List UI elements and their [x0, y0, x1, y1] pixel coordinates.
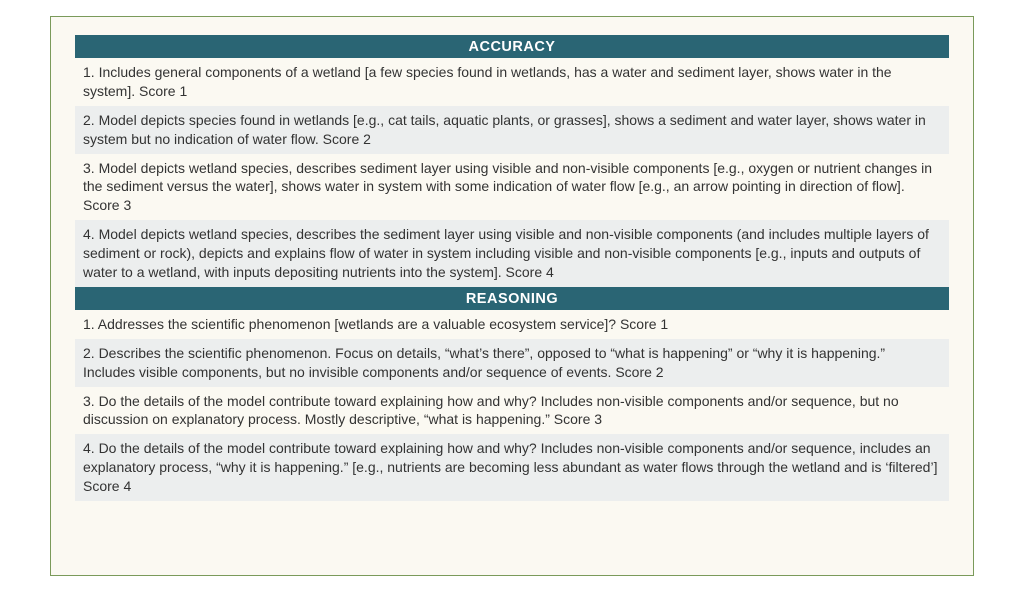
- section-header-accuracy: ACCURACY: [75, 35, 949, 58]
- rubric-panel: ACCURACY 1. Includes general components …: [50, 16, 974, 576]
- rubric-row: 1. Includes general components of a wetl…: [75, 58, 949, 106]
- rubric-row: 3. Do the details of the model contribut…: [75, 387, 949, 435]
- rubric-row: 2. Model depicts species found in wetlan…: [75, 106, 949, 154]
- rubric-row: 4. Do the details of the model contribut…: [75, 434, 949, 501]
- rubric-row: 2. Describes the scientific phenomenon. …: [75, 339, 949, 387]
- section-header-reasoning: REASONING: [75, 287, 949, 310]
- rubric-row: 3. Model depicts wetland species, descri…: [75, 154, 949, 221]
- rubric-row: 1. Addresses the scientific phenomenon […: [75, 310, 949, 339]
- rubric-row: 4. Model depicts wetland species, descri…: [75, 220, 949, 287]
